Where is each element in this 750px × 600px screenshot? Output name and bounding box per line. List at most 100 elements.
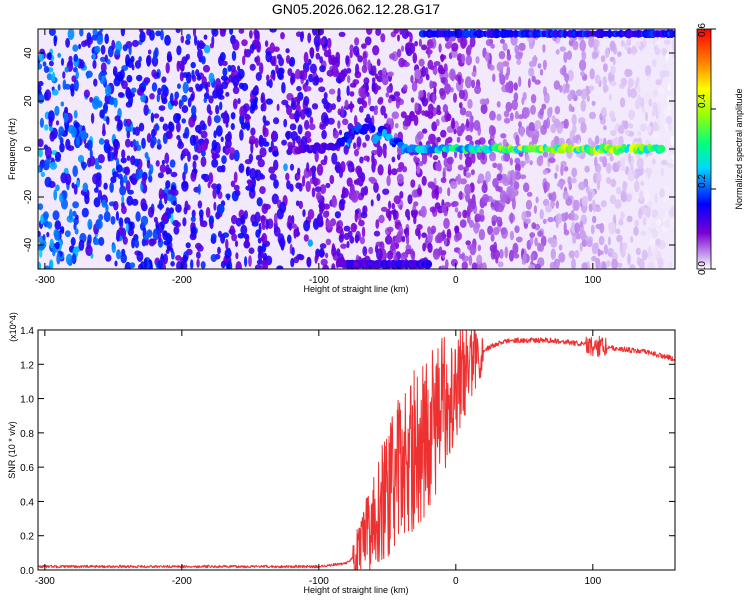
spectrogram-cell <box>121 80 128 90</box>
spectrogram-cell <box>306 162 310 173</box>
spectrogram-cell <box>218 230 222 238</box>
spectrogram-cell <box>366 29 373 35</box>
spectrogram-cell <box>499 249 504 259</box>
spectrogram-cell <box>131 87 137 93</box>
spectrogram-cell <box>397 34 400 42</box>
spectrogram-cell <box>189 134 196 146</box>
spectrogram-cell <box>143 77 151 84</box>
spectrogram-cell <box>237 65 241 71</box>
spectrogram-cell <box>240 214 246 225</box>
spectrogram-cell <box>609 40 616 52</box>
spectrogram-cell <box>203 97 208 103</box>
spectrogram-cell <box>237 68 245 79</box>
spectrogram-cell <box>436 136 441 143</box>
spectrogram-cell <box>469 36 476 48</box>
spectrogram-cell <box>665 199 672 211</box>
spectrogram-cell <box>421 110 426 116</box>
spectrogram-cell <box>338 129 343 136</box>
spectrogram-cell <box>490 43 495 49</box>
spectrogram-cell <box>529 232 536 238</box>
spectrogram-cell <box>185 242 191 249</box>
spectrogram-cell <box>543 86 547 97</box>
spectrogram-cell <box>225 193 231 199</box>
spectrogram-cell <box>156 72 160 78</box>
spectrogram-cell <box>44 159 51 166</box>
spectrogram-cell <box>539 209 544 220</box>
spectrogram-cell <box>432 248 441 260</box>
spectrogram-cell <box>47 221 53 229</box>
spectrogram-cell <box>65 37 70 48</box>
spectrogram-cell <box>234 240 239 248</box>
spectrogram-cell <box>297 124 303 135</box>
spectrogram-cell <box>259 147 267 158</box>
spectrogram-cell <box>97 194 101 201</box>
spectrogram-cell <box>149 29 155 41</box>
spectrogram-cell <box>340 243 347 249</box>
spectrogram-cell <box>655 218 662 226</box>
spectrogram-cell <box>301 69 308 81</box>
spectrogram-cell <box>390 240 396 252</box>
spectrogram-cell <box>162 123 169 131</box>
spectrogram-cell <box>574 222 580 234</box>
spectrogram-cell <box>100 44 106 55</box>
spectrogram-cell <box>191 69 195 79</box>
spectrogram-cell <box>475 56 480 64</box>
spectrogram-cell <box>164 152 170 165</box>
spectrogram-cell <box>440 177 447 184</box>
spectrogram-cell <box>492 249 500 260</box>
spectrogram-cell <box>465 118 470 129</box>
spectrogram-cell <box>550 123 557 134</box>
spectrogram-cell <box>54 220 62 231</box>
spectrogram-cell <box>625 129 630 136</box>
spectrogram-cell <box>349 82 357 88</box>
spectrogram-cell <box>182 171 186 182</box>
spectrogram-cell <box>489 110 496 121</box>
spectrogram-cell <box>379 214 384 220</box>
spectrogram-cell <box>464 184 472 196</box>
spectrogram-cell <box>190 93 195 102</box>
spectrogram-cell <box>112 171 119 178</box>
spectrogram-cell <box>178 100 184 107</box>
spectrogram-cell <box>243 48 248 58</box>
spectrogram-cell <box>122 236 128 245</box>
spectrogram-cell <box>161 97 168 105</box>
spectrogram-cell <box>626 47 632 55</box>
spectrogram-cell <box>446 113 452 122</box>
spectrogram-cell <box>129 262 136 269</box>
spectrogram-cell <box>393 91 401 97</box>
spectrogram-cell <box>439 87 446 96</box>
spectrogram-cell <box>61 228 65 235</box>
spectrogram-cell <box>134 239 140 249</box>
spectrogram-cell <box>616 234 623 243</box>
spectrogram-cell <box>534 120 542 130</box>
spectrogram-cell <box>172 189 179 197</box>
spectrogram-cell <box>438 43 442 53</box>
spectrogram-cell <box>73 184 78 195</box>
spectrogram-cell <box>396 173 404 184</box>
spectrogram-cell <box>506 186 513 198</box>
spectrogram-cell <box>495 216 503 224</box>
spectrogram-cell <box>543 182 547 194</box>
spectrogram-cell <box>528 264 536 269</box>
spectrogram-cell <box>77 154 85 163</box>
spectrogram-cell <box>155 30 162 37</box>
spectrogram-cell <box>492 227 500 236</box>
spectrogram-cell <box>579 220 584 228</box>
spectrogram-cell <box>239 129 244 141</box>
spectrogram-cell <box>580 99 587 112</box>
spectrogram-cell <box>367 59 371 72</box>
spectrogram-cell <box>413 201 419 207</box>
spectrogram-cell <box>99 137 104 145</box>
spectrogram-cell <box>563 166 569 172</box>
spectrogram-cell <box>630 236 634 243</box>
spectrogram-cell <box>169 159 176 168</box>
spectrogram-cell <box>196 258 200 268</box>
spectrogram-cell <box>635 247 641 256</box>
spectrogram-cell <box>157 87 162 96</box>
spectrogram-cell <box>87 234 92 245</box>
spectrogram-cell <box>619 241 623 248</box>
spectrogram-cell <box>288 222 292 229</box>
spectrogram-cell <box>82 182 89 193</box>
spectrogram-cell <box>646 58 650 67</box>
spectrogram-cell <box>358 87 365 97</box>
